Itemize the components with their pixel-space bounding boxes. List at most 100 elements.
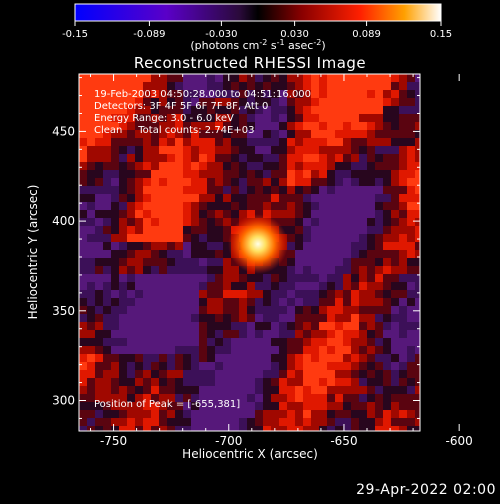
heatmap-cell	[223, 210, 231, 218]
heatmap-cell	[415, 226, 420, 234]
heatmap-cell	[391, 402, 399, 410]
heatmap-cell	[271, 274, 279, 282]
heatmap-cell	[175, 170, 183, 178]
heatmap-cell	[343, 154, 351, 162]
heatmap-cell	[319, 146, 327, 154]
heatmap-cell	[391, 410, 399, 418]
heatmap-cell	[143, 122, 151, 130]
heatmap-cell	[143, 258, 151, 266]
heatmap-cell	[247, 386, 255, 394]
heatmap-cell	[343, 426, 351, 431]
heatmap-cell	[351, 146, 359, 154]
heatmap-cell	[343, 114, 351, 122]
heatmap-cell	[383, 106, 391, 114]
heatmap-cell	[295, 338, 303, 346]
heatmap-cell	[183, 226, 191, 234]
heatmap-cell	[279, 386, 287, 394]
heatmap-cell	[111, 306, 119, 314]
heatmap-cell	[79, 346, 87, 354]
heatmap-cell	[255, 322, 263, 330]
heatmap-cell	[127, 370, 135, 378]
colorbar-tick-label: -0.030	[205, 29, 237, 40]
heatmap-cell	[375, 282, 383, 290]
heatmap-cell	[415, 314, 420, 322]
heatmap-cell	[303, 290, 311, 298]
heatmap-cell	[119, 306, 127, 314]
heatmap-cell	[247, 378, 255, 386]
heatmap-cell	[87, 202, 95, 210]
heatmap-cell	[191, 114, 199, 122]
heatmap-cell	[87, 178, 95, 186]
heatmap-cell	[111, 394, 119, 402]
heatmap-cell	[367, 250, 375, 258]
heatmap-cell	[167, 226, 175, 234]
heatmap-cell	[351, 394, 359, 402]
heatmap-cell	[335, 394, 343, 402]
heatmap-cell	[415, 426, 420, 431]
heatmap-cell	[279, 306, 287, 314]
heatmap-cell	[375, 258, 383, 266]
heatmap-cell	[151, 234, 159, 242]
heatmap-cell	[383, 122, 391, 130]
heatmap-cell	[311, 330, 319, 338]
heatmap-cell	[391, 274, 399, 282]
heatmap-cell	[391, 346, 399, 354]
heatmap-cell	[415, 218, 420, 226]
heatmap-cell	[303, 306, 311, 314]
heatmap-cell	[223, 370, 231, 378]
heatmap-cell	[351, 114, 359, 122]
heatmap-cell	[79, 186, 87, 194]
heatmap-cell	[407, 298, 415, 306]
heatmap-cell	[215, 378, 223, 386]
heatmap-cell	[151, 370, 159, 378]
heatmap-cell	[343, 234, 351, 242]
heatmap-cell	[367, 138, 375, 146]
heatmap-cell	[167, 250, 175, 258]
heatmap-cell	[287, 234, 295, 242]
heatmap-cell	[79, 298, 87, 306]
heatmap-cell	[79, 74, 87, 82]
heatmap-cell	[391, 314, 399, 322]
heatmap-cell	[343, 338, 351, 346]
heatmap-cell	[159, 266, 167, 274]
heatmap-cell	[255, 346, 263, 354]
heatmap-cell	[255, 106, 263, 114]
heatmap-cell	[207, 426, 215, 431]
heatmap-cell	[159, 210, 167, 218]
heatmap-cell	[159, 338, 167, 346]
heatmap-cell	[399, 250, 407, 258]
heatmap-cell	[127, 354, 135, 362]
heatmap-cell	[303, 338, 311, 346]
heatmap-cell	[103, 178, 111, 186]
heatmap-cell	[167, 162, 175, 170]
heatmap-cell	[175, 242, 183, 250]
heatmap-cell	[199, 170, 207, 178]
heatmap-cell	[303, 202, 311, 210]
heatmap-cell	[95, 410, 103, 418]
heatmap-cell	[159, 90, 167, 98]
heatmap-cell	[335, 242, 343, 250]
heatmap-cell	[191, 82, 199, 90]
heatmap-cell	[143, 410, 151, 418]
heatmap-cell	[87, 354, 95, 362]
heatmap-cell	[399, 322, 407, 330]
heatmap-cell	[335, 346, 343, 354]
heatmap-cell	[183, 122, 191, 130]
heatmap-cell	[327, 242, 335, 250]
heatmap-cell	[255, 338, 263, 346]
heatmap-cell	[239, 98, 247, 106]
heatmap-cell	[335, 162, 343, 170]
heatmap-cell	[159, 162, 167, 170]
heatmap-cell	[311, 362, 319, 370]
heatmap-cell	[335, 370, 343, 378]
heatmap-cell	[87, 330, 95, 338]
heatmap-cell	[319, 186, 327, 194]
heatmap-cell	[407, 394, 415, 402]
heatmap-cell	[79, 386, 87, 394]
heatmap-cell	[399, 410, 407, 418]
heatmap-cell	[207, 226, 215, 234]
heatmap-cell	[135, 138, 143, 146]
heatmap-cell	[247, 138, 255, 146]
heatmap-cell	[287, 146, 295, 154]
heatmap-cell	[207, 98, 215, 106]
